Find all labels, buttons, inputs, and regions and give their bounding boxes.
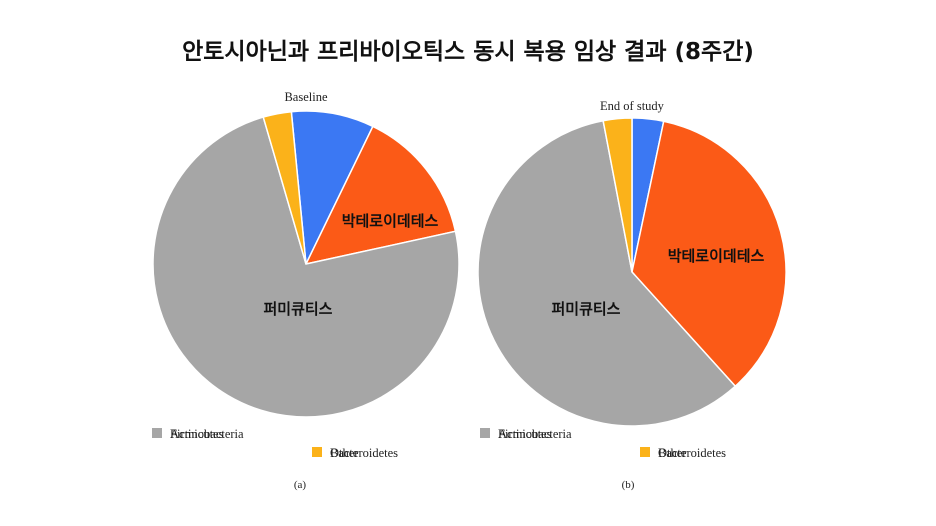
legend-label-firmicutes: Firmicutes	[170, 427, 224, 441]
chart-title: Baseline	[284, 90, 327, 104]
slice-label-firmicutes: 퍼미큐티스	[263, 300, 332, 318]
legend-label-other: Other	[330, 446, 359, 460]
legend-label-other: Other	[658, 446, 687, 460]
legend-label-firmicutes: Firmicutes	[498, 427, 552, 441]
pie-slice-firmicutes	[477, 119, 737, 427]
slice-label-bacteroidetes: 박테로이데테스	[342, 212, 439, 230]
legend-label-actinobacteria: Actinobacteria	[498, 427, 572, 441]
page-title: 안토시아닌과 프리바이오틱스 동시 복용 임상 결과 (8주간)	[182, 39, 754, 65]
pie-slice-actinobacteria	[290, 110, 374, 267]
pie-slice-firmicutes	[152, 116, 460, 418]
legend-swatch-other	[640, 447, 650, 457]
legend-swatch-firmicutes	[152, 428, 162, 438]
panel-label: (a)	[294, 479, 307, 491]
pie-slice-bacteroidetes	[631, 120, 787, 388]
legend-label-actinobacteria: Actinobacteria	[170, 427, 244, 441]
pie-slice-other	[262, 110, 307, 265]
slice-label-firmicutes: 퍼미큐티스	[551, 300, 620, 318]
legend-swatch-other	[312, 447, 322, 457]
legend-label-bacteroidetes: Bacteroidetes	[658, 446, 726, 460]
legend-label-bacteroidetes: Bacteroidetes	[330, 446, 398, 460]
legend-swatch-firmicutes	[480, 428, 490, 438]
slice-label-bacteroidetes: 박테로이데테스	[668, 247, 765, 265]
pie-slice-other	[602, 117, 633, 273]
chart-title: End of study	[600, 99, 665, 113]
pie-slice-bacteroidetes	[304, 125, 457, 266]
panel-label: (b)	[622, 479, 635, 491]
